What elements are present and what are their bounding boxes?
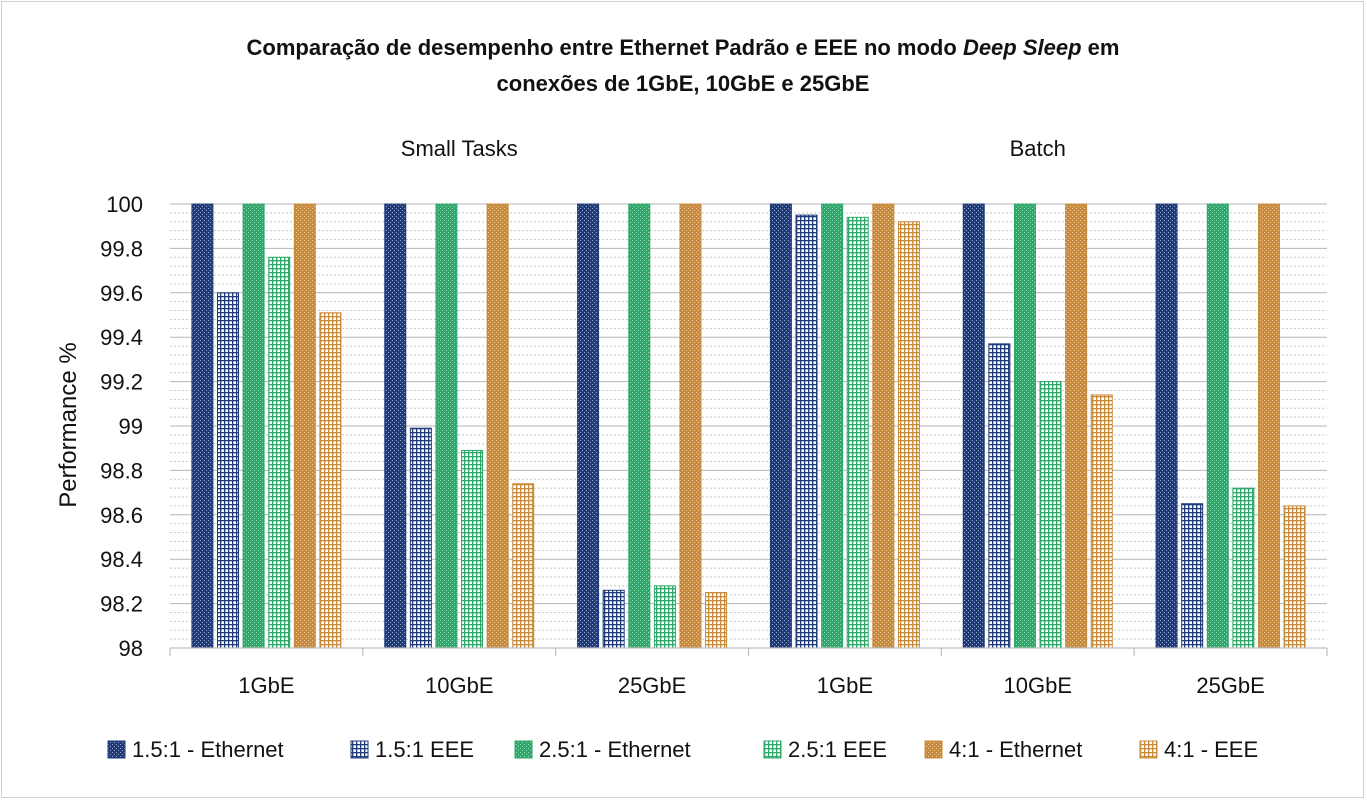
x-category-label: 1GbE [238, 673, 294, 698]
bar-1-5-1-eee-3 [795, 214, 818, 649]
x-category-label: 10GbE [425, 673, 494, 698]
axes [169, 647, 1328, 656]
group-label: Small Tasks [401, 136, 518, 161]
y-tick-label: 98.6 [100, 503, 143, 528]
x-category-label: 25GbE [1196, 673, 1265, 698]
bar-1-5-1-eee-4 [988, 343, 1011, 649]
legend-swatch [924, 740, 943, 759]
legend-swatch [514, 740, 533, 759]
bar-4-1-ethernet-2 [679, 203, 702, 649]
bar-2-5-1-ethernet-0 [242, 203, 265, 649]
legend-swatch [763, 740, 782, 759]
bar-4-1-ethernet-5 [1257, 203, 1280, 649]
legend-label: 4:1 - EEE [1164, 737, 1258, 762]
y-tick-label: 98.8 [100, 458, 143, 483]
legend-swatch [1139, 740, 1158, 759]
bar-1-5-1-ethernet-0 [191, 203, 214, 649]
x-category-label: 10GbE [1004, 673, 1073, 698]
bar-4-1-ethernet-3 [872, 203, 895, 649]
bar-2-5-1-eee-2 [653, 585, 676, 649]
bar-1-5-1-eee-1 [409, 427, 432, 649]
legend-label: 2.5:1 EEE [788, 737, 887, 762]
bar-1-5-1-eee-5 [1181, 503, 1204, 649]
y-tick-label: 99.4 [100, 325, 143, 350]
bar-2-5-1-eee-4 [1039, 381, 1062, 649]
bar-2-5-1-eee-0 [268, 256, 291, 649]
y-tick-label: 99.8 [100, 236, 143, 261]
bar-1-5-1-ethernet-2 [577, 203, 600, 649]
bar-4-1-eee-1 [512, 483, 535, 649]
x-category-label: 1GbE [817, 673, 873, 698]
bar-2-5-1-eee-3 [846, 216, 869, 649]
legend-label: 4:1 - Ethernet [949, 737, 1082, 762]
bar-4-1-ethernet-0 [293, 203, 316, 649]
y-tick-label: 98.2 [100, 592, 143, 617]
chart-title-line2: conexões de 1GbE, 10GbE e 25GbE [497, 71, 870, 96]
x-category-label: 25GbE [618, 673, 687, 698]
chart-title-line1: Comparação de desempenho entre Ethernet … [247, 35, 1120, 60]
bar-2-5-1-ethernet-2 [628, 203, 651, 649]
legend-label: 2.5:1 - Ethernet [539, 737, 691, 762]
bar-2-5-1-ethernet-1 [435, 203, 458, 649]
bar-4-1-ethernet-1 [486, 203, 509, 649]
y-axis-title: Performance % [55, 342, 82, 507]
bar-1-5-1-eee-0 [217, 292, 240, 649]
bar-1-5-1-ethernet-1 [384, 203, 407, 649]
legend-swatch [350, 740, 369, 759]
bar-4-1-eee-0 [319, 312, 342, 649]
bar-1-5-1-eee-2 [602, 589, 625, 649]
legend-label: 1.5:1 - Ethernet [132, 737, 284, 762]
bar-2-5-1-eee-5 [1232, 487, 1255, 649]
bar-4-1-eee-3 [897, 221, 920, 649]
chart-title-italic: Deep Sleep [963, 35, 1082, 60]
y-tick-label: 99.2 [100, 370, 143, 395]
gridlines [170, 203, 1327, 649]
legend-label: 1.5:1 EEE [375, 737, 474, 762]
y-tick-labels: 98 98.2 98.4 98.6 98.8 99 99.2 99.4 99.6 99.8 100 [100, 192, 143, 661]
y-tick-label: 99.6 [100, 281, 143, 306]
bar-4-1-eee-2 [705, 592, 728, 649]
chart-title-start: Comparação de desempenho entre Ethernet … [247, 35, 957, 60]
bar-1-5-1-ethernet-5 [1155, 203, 1178, 649]
group-label: Batch [1010, 136, 1066, 161]
bar-4-1-eee-5 [1283, 505, 1306, 649]
bar-1-5-1-ethernet-3 [769, 203, 792, 649]
bar-1-5-1-ethernet-4 [962, 203, 985, 649]
y-tick-label: 99 [119, 414, 143, 439]
y-tick-label: 98 [119, 636, 143, 661]
group-labels: Small Tasks Batch [401, 136, 1066, 161]
bar-2-5-1-ethernet-5 [1206, 203, 1229, 649]
x-category-labels: 1GbE 10GbE 25GbE 1GbE 10GbE 25GbE [238, 673, 1265, 698]
bar-2-5-1-eee-1 [461, 449, 484, 649]
bar-4-1-eee-4 [1090, 394, 1113, 649]
legend-swatch [107, 740, 126, 759]
legend: 1.5:1 - Ethernet 1.5:1 EEE 2.5:1 - Etherne… [107, 737, 1258, 762]
y-tick-label: 98.4 [100, 547, 143, 572]
y-tick-label: 100 [106, 192, 143, 217]
bar-2-5-1-ethernet-4 [1013, 203, 1036, 649]
bar-4-1-ethernet-4 [1065, 203, 1088, 649]
chart-title-end: em [1088, 35, 1120, 60]
bar-2-5-1-ethernet-3 [821, 203, 844, 649]
